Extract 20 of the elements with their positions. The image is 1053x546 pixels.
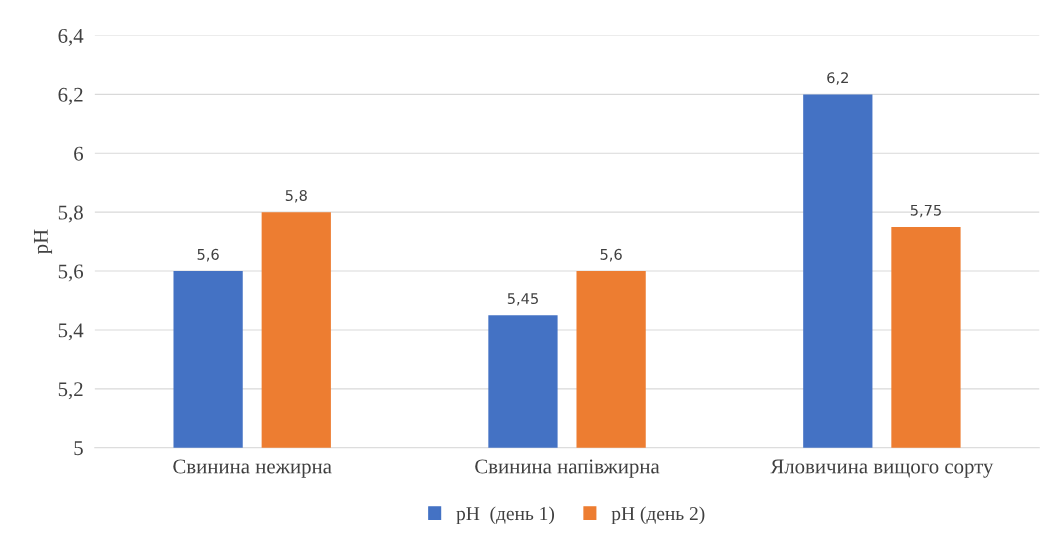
- y-tick-label: 5,2: [58, 382, 83, 400]
- y-tick-label: 5,6: [58, 264, 84, 282]
- y-tick-label: 6,4: [58, 28, 84, 46]
- y-axis-title: pH: [33, 229, 53, 254]
- data-label: 5,6: [197, 248, 219, 262]
- x-tick-label: Яловичина вищого сорту: [770, 459, 994, 478]
- data-label: 5,6: [600, 248, 622, 262]
- data-label: 5,75: [910, 204, 941, 218]
- x-tick-label: Свинина нежирна: [173, 459, 332, 478]
- data-label: 6,2: [827, 72, 848, 85]
- y-tick-label: 5,4: [58, 323, 84, 341]
- legend-label: pH (день 1): [456, 506, 555, 525]
- y-tick-label: 6,2: [58, 87, 83, 105]
- y-tick-label: 5,8: [58, 205, 83, 223]
- y-tick-label: 5: [74, 441, 83, 456]
- data-label: 5,45: [507, 293, 538, 306]
- data-label: 5,8: [285, 189, 307, 203]
- x-tick-label: Свинина напівжирна: [475, 459, 660, 478]
- y-tick-label: 6: [74, 146, 84, 161]
- legend-label: pH (день 2): [611, 506, 705, 525]
